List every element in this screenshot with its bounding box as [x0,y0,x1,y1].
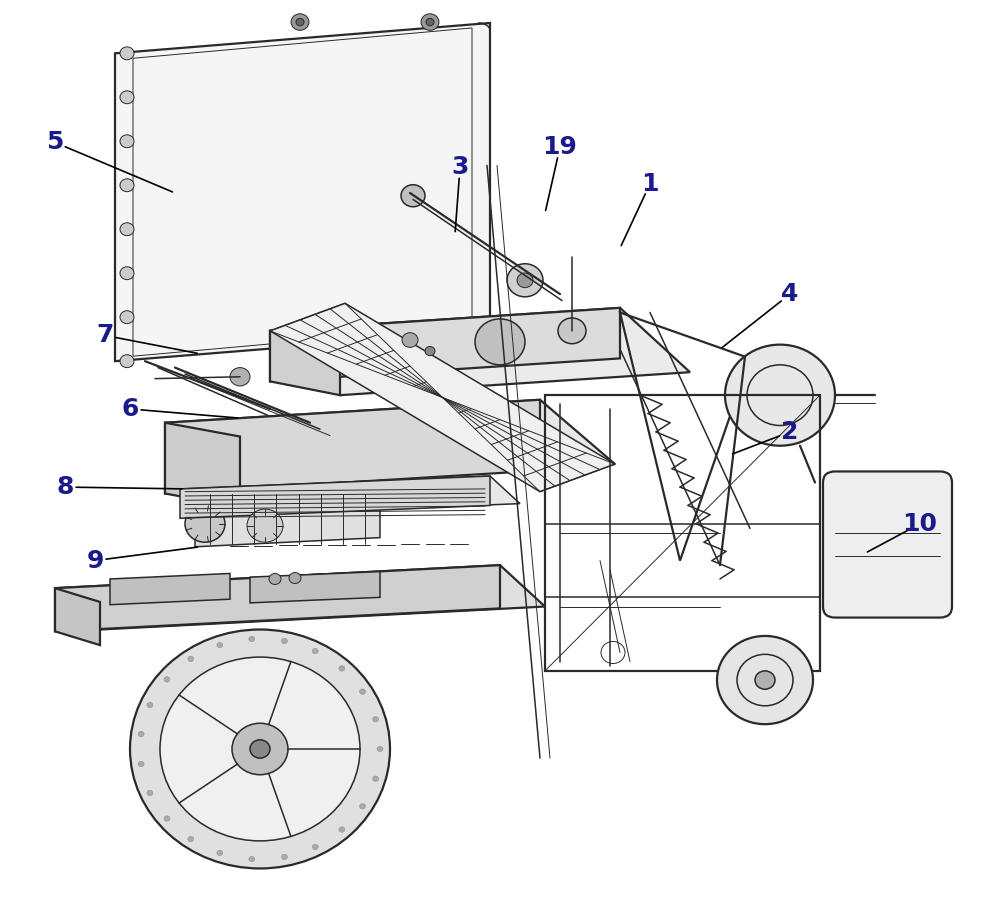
Circle shape [755,671,775,689]
Circle shape [147,790,153,796]
Circle shape [147,702,153,708]
Circle shape [507,264,543,297]
Circle shape [339,827,345,833]
Circle shape [138,732,144,737]
Text: 6: 6 [121,397,139,421]
Circle shape [291,14,309,30]
Text: 2: 2 [781,420,799,444]
Circle shape [249,857,255,862]
Polygon shape [270,308,620,381]
Text: 9: 9 [86,549,104,573]
Polygon shape [270,308,690,395]
Circle shape [517,273,533,288]
Text: 7: 7 [96,323,114,347]
Polygon shape [270,303,615,492]
Text: 3: 3 [451,155,469,179]
Circle shape [217,850,223,856]
Circle shape [230,368,250,386]
Circle shape [373,717,379,722]
Text: 5: 5 [46,130,64,154]
Circle shape [312,648,318,653]
Circle shape [281,639,287,644]
Circle shape [332,328,388,380]
Polygon shape [115,23,490,361]
Circle shape [232,723,288,775]
Circle shape [120,91,134,104]
Circle shape [425,346,435,356]
Circle shape [401,185,425,207]
Circle shape [339,665,345,671]
Polygon shape [250,572,380,603]
Text: 4: 4 [781,282,799,306]
Circle shape [421,14,439,30]
Polygon shape [165,423,240,507]
Circle shape [164,676,170,682]
Circle shape [217,642,223,648]
Polygon shape [180,476,520,516]
Circle shape [360,803,366,809]
Circle shape [120,311,134,323]
Circle shape [250,740,270,758]
Circle shape [247,509,283,542]
Circle shape [120,47,134,60]
Polygon shape [110,573,230,605]
Text: 1: 1 [641,172,659,196]
Polygon shape [270,331,340,395]
Circle shape [120,222,134,235]
FancyBboxPatch shape [823,471,952,618]
Circle shape [360,689,366,695]
Circle shape [164,816,170,822]
Circle shape [281,854,287,859]
Circle shape [120,179,134,192]
Text: 19: 19 [543,135,577,159]
Circle shape [188,836,194,842]
Circle shape [249,636,255,641]
Circle shape [269,573,281,584]
Circle shape [296,18,304,26]
Circle shape [188,656,194,662]
Polygon shape [195,492,380,547]
Polygon shape [55,588,100,645]
Circle shape [120,355,134,368]
Circle shape [138,761,144,766]
Polygon shape [165,400,615,487]
Circle shape [130,630,390,868]
Circle shape [120,267,134,279]
Polygon shape [55,565,500,631]
Circle shape [558,318,586,344]
Polygon shape [180,476,490,518]
Circle shape [402,333,418,347]
Circle shape [717,636,813,724]
Text: 8: 8 [56,475,74,499]
Circle shape [312,845,318,850]
Circle shape [289,573,301,584]
Circle shape [373,776,379,781]
Text: 10: 10 [902,512,938,536]
Circle shape [426,18,434,26]
Circle shape [160,657,360,841]
Circle shape [725,345,835,446]
Circle shape [185,505,225,542]
Polygon shape [55,565,545,630]
Circle shape [377,746,383,752]
Circle shape [475,319,525,365]
Circle shape [120,135,134,148]
Polygon shape [165,400,540,494]
